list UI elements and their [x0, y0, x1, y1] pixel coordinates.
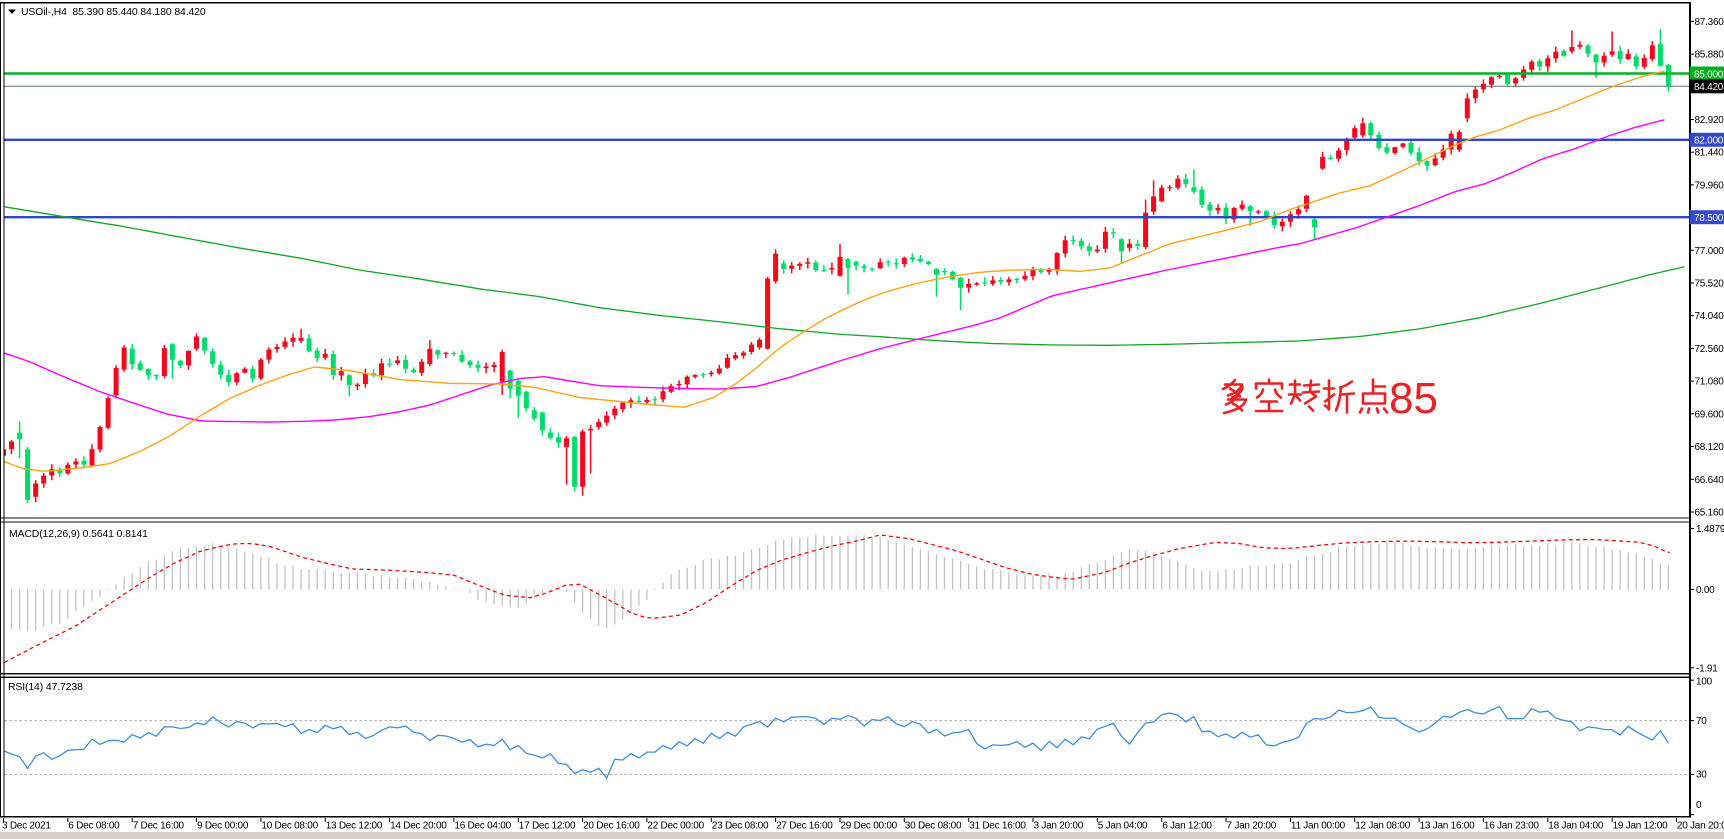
svg-text:1.4879: 1.4879 [1696, 524, 1724, 535]
svg-text:17 Dec 12:00: 17 Dec 12:00 [519, 821, 576, 832]
svg-text:20 Jan 20:00: 20 Jan 20:00 [1677, 821, 1724, 832]
svg-text:82.920: 82.920 [1695, 115, 1724, 126]
svg-text:30: 30 [1696, 770, 1707, 781]
svg-text:5 Jan 04:00: 5 Jan 04:00 [1098, 821, 1148, 832]
svg-text:3 Jan 20:00: 3 Jan 20:00 [1034, 821, 1084, 832]
svg-text:20 Dec 16:00: 20 Dec 16:00 [583, 821, 640, 832]
svg-text:7 Dec 16:00: 7 Dec 16:00 [133, 821, 185, 832]
svg-text:12 Jan 08:00: 12 Jan 08:00 [1355, 821, 1411, 832]
svg-text:70: 70 [1696, 716, 1707, 727]
svg-text:6 Dec 08:00: 6 Dec 08:00 [68, 821, 120, 832]
svg-text:18 Jan 04:00: 18 Jan 04:00 [1548, 821, 1604, 832]
svg-text:71.080: 71.080 [1695, 377, 1724, 388]
svg-text:85: 85 [1389, 374, 1438, 423]
svg-text:16 Jan 23:00: 16 Jan 23:00 [1484, 821, 1540, 832]
svg-text:27 Dec 16:00: 27 Dec 16:00 [776, 821, 833, 832]
svg-text:13 Dec 12:00: 13 Dec 12:00 [326, 821, 383, 832]
svg-text:29 Dec 00:00: 29 Dec 00:00 [841, 821, 898, 832]
svg-text:82.000: 82.000 [1694, 136, 1724, 147]
svg-text:13 Jan 16:00: 13 Jan 16:00 [1420, 821, 1476, 832]
svg-text:RSI(14) 47.7238: RSI(14) 47.7238 [8, 682, 83, 693]
svg-text:75.520: 75.520 [1695, 279, 1724, 290]
svg-text:10 Dec 08:00: 10 Dec 08:00 [261, 821, 318, 832]
svg-text:0.00: 0.00 [1696, 585, 1715, 596]
svg-text:9 Dec 00:00: 9 Dec 00:00 [197, 821, 249, 832]
svg-text:MACD(12,26,9) 0.5641 0.8141: MACD(12,26,9) 0.5641 0.8141 [9, 529, 148, 540]
svg-text:7 Jan 20:00: 7 Jan 20:00 [1227, 821, 1277, 832]
svg-text:87.360: 87.360 [1695, 17, 1724, 28]
svg-text:-1.91: -1.91 [1696, 663, 1718, 674]
svg-text:USOil-,H4 85.390 85.440 84.18: USOil-,H4 85.390 85.440 84.180 84.420 [21, 7, 206, 18]
svg-text:68.120: 68.120 [1695, 442, 1724, 453]
svg-text:85.000: 85.000 [1694, 69, 1724, 80]
svg-text:81.440: 81.440 [1695, 148, 1724, 159]
svg-text:11 Jan 00:00: 11 Jan 00:00 [1291, 821, 1346, 832]
svg-text:77.000: 77.000 [1695, 246, 1724, 257]
svg-text:6 Jan 12:00: 6 Jan 12:00 [1162, 821, 1212, 832]
svg-text:31 Dec 16:00: 31 Dec 16:00 [969, 821, 1026, 832]
svg-text:16 Dec 04:00: 16 Dec 04:00 [454, 821, 511, 832]
svg-text:69.600: 69.600 [1695, 409, 1724, 420]
svg-text:74.040: 74.040 [1695, 311, 1724, 322]
svg-text:85.880: 85.880 [1695, 50, 1724, 61]
svg-text:14 Dec 20:00: 14 Dec 20:00 [390, 821, 447, 832]
svg-text:78.500: 78.500 [1694, 213, 1724, 224]
svg-text:19 Jan 12:00: 19 Jan 12:00 [1613, 821, 1669, 832]
svg-text:100: 100 [1696, 677, 1713, 688]
svg-text:0: 0 [1696, 800, 1702, 811]
svg-text:30 Dec 08:00: 30 Dec 08:00 [905, 821, 962, 832]
svg-text:3 Dec 2021: 3 Dec 2021 [2, 821, 51, 832]
svg-text:72.560: 72.560 [1695, 344, 1724, 355]
svg-text:66.640: 66.640 [1695, 475, 1724, 486]
svg-text:65.160: 65.160 [1695, 508, 1724, 519]
svg-text:22 Dec 00:00: 22 Dec 00:00 [647, 821, 704, 832]
svg-text:79.960: 79.960 [1695, 180, 1724, 191]
svg-text:23 Dec 08:00: 23 Dec 08:00 [712, 821, 769, 832]
svg-text:84.420: 84.420 [1694, 82, 1724, 93]
